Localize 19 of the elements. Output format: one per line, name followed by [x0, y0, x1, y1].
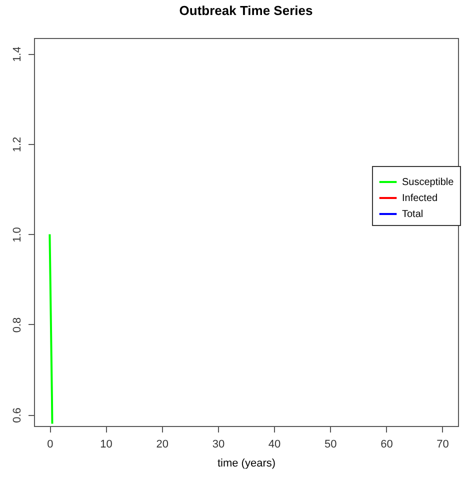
legend-label: Susceptible: [402, 177, 454, 188]
y-tick-label: 0.6: [12, 408, 24, 423]
x-axis-title: time (years): [217, 458, 276, 470]
legend-label: Infected: [402, 193, 438, 204]
line-series: [48, 233, 54, 425]
x-tick-label: 70: [436, 438, 449, 450]
y-tick-label: 0.8: [12, 317, 24, 333]
x-tick-label: 60: [380, 438, 393, 450]
chart-title: Outbreak Time Series: [179, 3, 313, 18]
x-tick-label: 50: [324, 438, 337, 450]
y-tick-label: 1.0: [12, 227, 24, 242]
legend-label: Total: [402, 209, 424, 220]
x-tick-label: 0: [47, 438, 54, 450]
y-tick-label: 1.4: [12, 46, 24, 62]
y-tick-label: 1.2: [12, 136, 24, 152]
x-tick-label: 20: [156, 438, 168, 450]
x-tick-label: 30: [212, 438, 225, 450]
x-tick-label: 10: [100, 438, 112, 450]
x-tick-label: 40: [268, 438, 281, 450]
